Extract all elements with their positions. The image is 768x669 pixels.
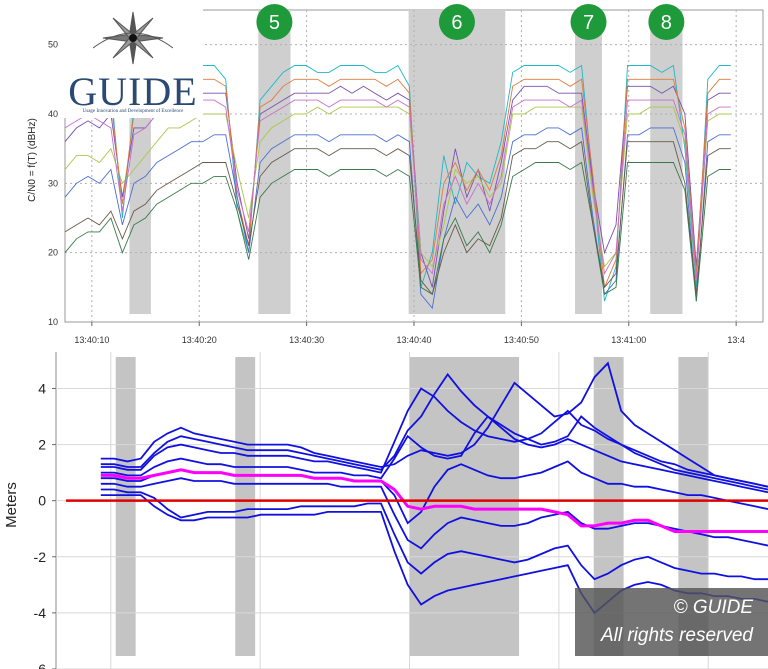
position-error-series-sol-8 (100, 372, 768, 491)
event-badge-label: 6 (451, 12, 462, 34)
cn0-x-tick-label: 13:40:20 (182, 335, 217, 345)
cn0-x-tick-label: 13:40:50 (504, 335, 539, 345)
logo-name: GUIDE (68, 69, 198, 114)
cn0-x-tick-label: 13:40:10 (74, 335, 109, 345)
position-error-y-tick-label: 0 (38, 493, 46, 509)
event-badge-label: 8 (661, 12, 672, 34)
cn0-series-sat-6 (64, 161, 731, 302)
event-badge (648, 4, 685, 40)
cn0-series-sat-7 (64, 140, 731, 296)
cn0-y-tick-label: 50 (48, 40, 58, 50)
watermark-line-1: © GUIDE (673, 597, 753, 618)
position-error-series-sol-3 (100, 415, 768, 494)
position-error-series-mean-solution (100, 468, 768, 533)
logo-tagline: Usage Innovation and Development of Exce… (82, 109, 184, 114)
position-error-series-sol-2 (100, 387, 768, 488)
cn0-x-tick-label: 13:4 (727, 335, 745, 345)
event-badge-label: 5 (269, 12, 280, 34)
position-error-y-tick-label: 4 (38, 380, 46, 396)
position-error-y-tick-label: 2 (38, 437, 46, 453)
cn0-x-tick-label: 13:40:30 (289, 335, 324, 345)
cn0-y-tick-label: 10 (48, 317, 58, 327)
copyright-watermark: © GUIDE All rights reserved (575, 588, 768, 656)
cn0-shaded-interval (258, 10, 291, 314)
guide-logo: GUIDE Usage Innovation and Development o… (63, 8, 203, 118)
event-badge (256, 4, 293, 40)
cn0-x-tick-label: 13:41:00 (611, 335, 646, 345)
position-error-y-axis-label: Meters (3, 482, 20, 528)
position-error-series-sol-7 (100, 494, 768, 615)
cn0-y-tick-label: 40 (48, 109, 58, 119)
cn0-shaded-interval (408, 10, 506, 314)
event-badge-label: 7 (583, 12, 594, 34)
watermark-line-2: All rights reserved (600, 625, 753, 646)
position-error-series-sol-1 (100, 361, 768, 488)
cn0-y-tick-label: 20 (48, 248, 58, 258)
cn0-shaded-interval (650, 10, 683, 314)
event-badge (570, 4, 607, 40)
position-error-y-tick-label: -2 (34, 549, 47, 565)
cn0-y-tick-label: 30 (48, 178, 58, 188)
position-error-y-tick-label: -6 (34, 661, 47, 669)
cn0-x-tick-label: 13:40:40 (396, 335, 431, 345)
position-error-y-tick-label: -4 (34, 605, 47, 621)
compass-rose-icon (92, 11, 174, 65)
position-error-shaded-interval (235, 357, 256, 656)
event-badge (438, 4, 475, 40)
cn0-y-axis-label: C/N0 = f(T) (dBHz) (27, 118, 38, 202)
position-error-shaded-interval (115, 357, 136, 656)
position-error-series-sol-6 (100, 488, 768, 581)
